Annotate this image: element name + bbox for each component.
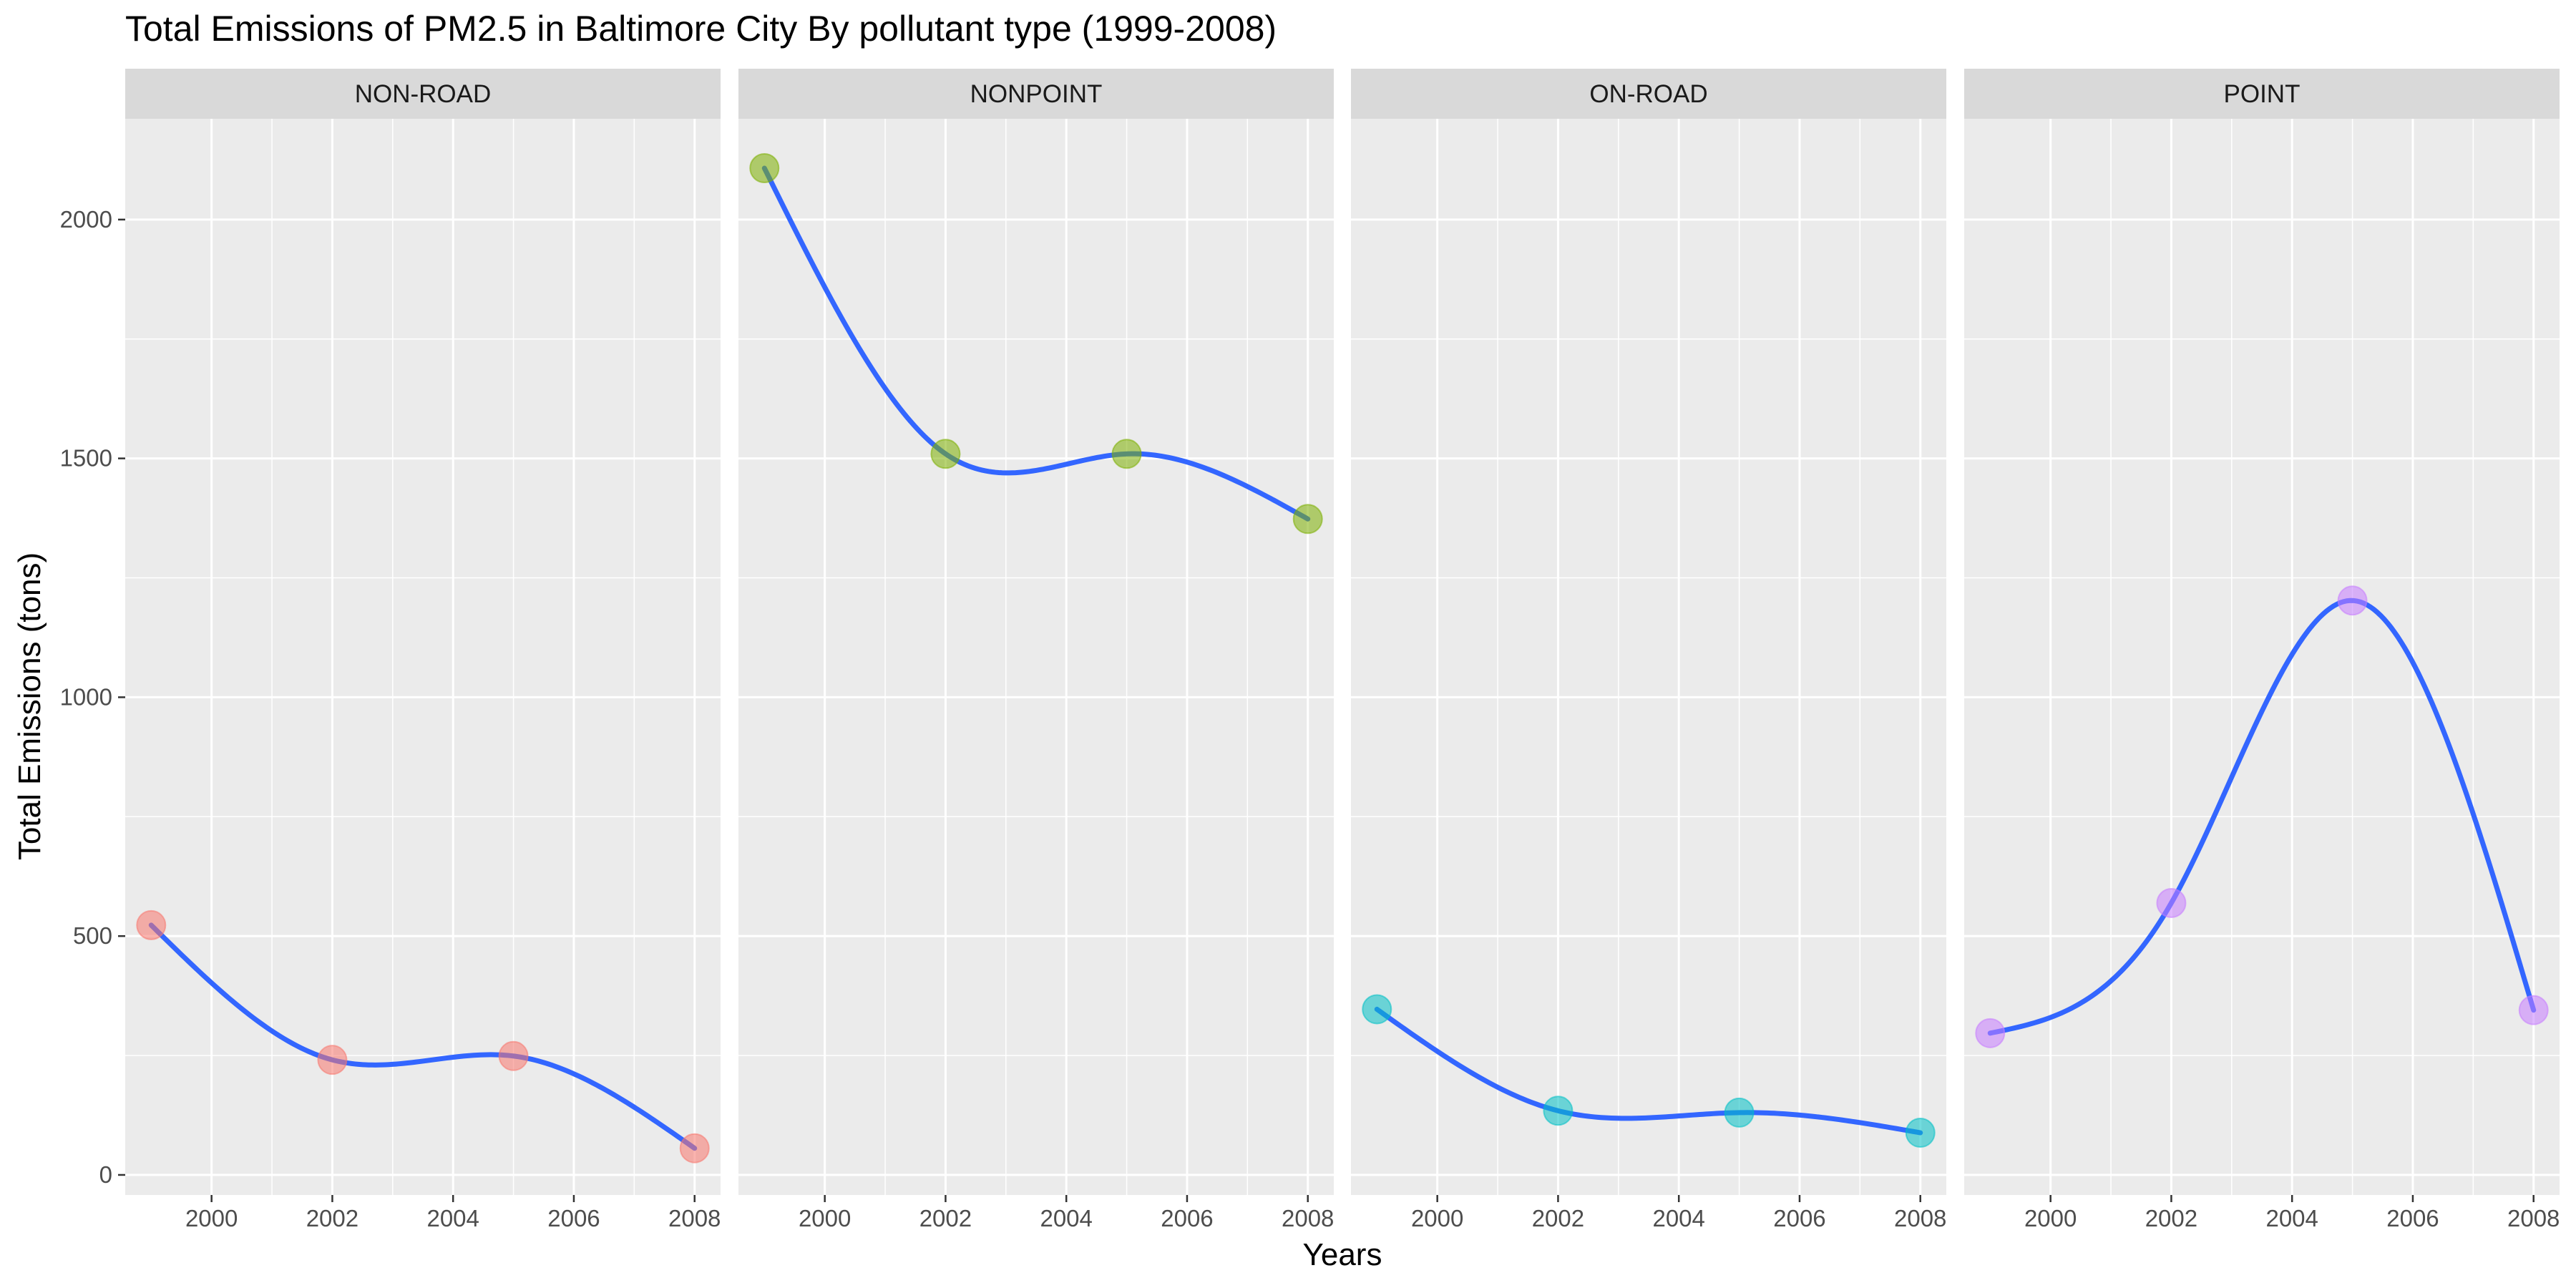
x-tick-label: 2002 — [919, 1205, 972, 1231]
data-point — [2518, 995, 2549, 1025]
facet-strip — [1964, 69, 2560, 119]
panel-background — [125, 119, 721, 1195]
x-tick-label: 2008 — [668, 1205, 721, 1231]
data-point — [317, 1045, 348, 1075]
data-point — [1362, 994, 1392, 1025]
x-tick-label: 2006 — [1773, 1205, 1825, 1231]
smooth-line — [1374, 1006, 1923, 1136]
data-point — [1543, 1096, 1574, 1126]
y-axis: 0 500 1000 1500 2000 — [60, 206, 125, 1188]
x-tick-label: 2000 — [185, 1205, 238, 1231]
data-point — [1905, 1118, 1936, 1148]
x-tick-label: 2004 — [2265, 1205, 2318, 1231]
smooth-line — [148, 922, 698, 1151]
panel-background — [1351, 119, 1946, 1195]
facet-strip — [738, 69, 1334, 119]
y-tick-label: 500 — [73, 922, 112, 949]
smooth-line — [761, 165, 1311, 522]
facet-strip-label: ON-ROAD — [1589, 80, 1707, 108]
facet-panel-on-road: ON-ROAD 2000 2002 2004 2006 2008 — [1351, 69, 1946, 1231]
data-point — [498, 1040, 529, 1071]
x-tick-label: 2002 — [1532, 1205, 1584, 1231]
facet-panel-nonpoint: NONPOINT 2000 2002 2004 2006 2008 — [738, 69, 1334, 1231]
y-tick-label: 1000 — [60, 683, 112, 710]
data-point — [1292, 504, 1323, 535]
data-point — [1111, 439, 1142, 469]
x-tick-label: 2008 — [2507, 1205, 2560, 1231]
facet-panel-non-road: NON-ROAD 2000 2002 2004 2006 2008 — [125, 69, 721, 1231]
smooth-line — [1987, 597, 2537, 1036]
facet-strip-label: POINT — [2224, 80, 2301, 108]
panel-background — [738, 119, 1334, 1195]
x-tick-label: 2002 — [306, 1205, 358, 1231]
x-tick-label: 2002 — [2145, 1205, 2197, 1231]
x-axis-title: Years — [1303, 1237, 1382, 1272]
facet-panels: NON-ROAD 2000 2002 2004 2006 2008 NONPOINT 2000… — [125, 69, 2560, 1231]
x-tick-label: 2004 — [1652, 1205, 1704, 1231]
x-tick-label: 2000 — [2024, 1205, 2077, 1231]
facet-strip-label: NON-ROAD — [355, 80, 492, 108]
y-tick-label: 1500 — [60, 445, 112, 472]
x-tick-label: 2000 — [1411, 1205, 1463, 1231]
data-point — [749, 153, 780, 184]
panel-background — [1964, 119, 2560, 1195]
y-axis-title: Total Emissions (tons) — [12, 552, 47, 860]
x-tick-label: 2000 — [799, 1205, 851, 1231]
x-tick-label: 2006 — [2386, 1205, 2439, 1231]
x-tick-label: 2008 — [1894, 1205, 1946, 1231]
facet-panel-point: POINT 2000 2002 2004 2006 2008 — [1964, 69, 2560, 1231]
y-tick-label: 2000 — [60, 206, 112, 233]
y-tick-label: 0 — [99, 1161, 112, 1188]
x-tick-label: 2006 — [547, 1205, 600, 1231]
data-point — [136, 909, 167, 940]
x-tick-label: 2006 — [1161, 1205, 1213, 1231]
facet-strip — [125, 69, 721, 119]
chart-title: Total Emissions of PM2.5 in Baltimore Ci… — [125, 9, 1277, 49]
data-point — [2156, 887, 2187, 918]
facet-strip — [1351, 69, 1946, 119]
data-point — [1724, 1097, 1755, 1128]
data-point — [1975, 1018, 2006, 1048]
x-tick-label: 2004 — [426, 1205, 479, 1231]
data-point — [679, 1133, 710, 1163]
data-point — [930, 439, 961, 469]
x-tick-label: 2004 — [1040, 1205, 1092, 1231]
x-tick-label: 2008 — [1282, 1205, 1334, 1231]
data-point — [2337, 585, 2368, 616]
facet-strip-label: NONPOINT — [970, 80, 1103, 108]
